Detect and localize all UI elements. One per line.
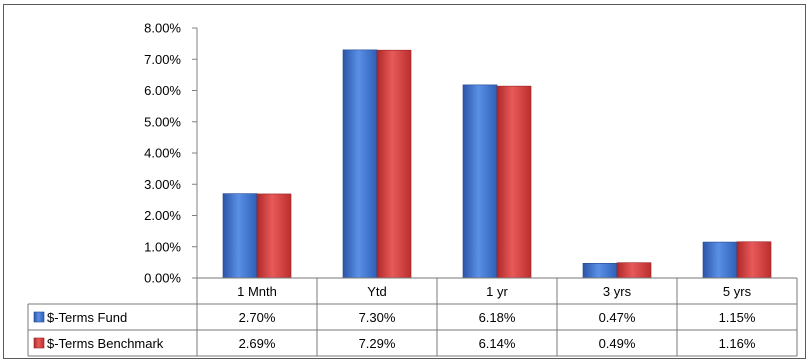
legend-key-fund: [33, 311, 45, 323]
y-tick-label: 5.00%: [144, 114, 181, 129]
y-tick-label: 2.00%: [144, 208, 181, 223]
y-tick-label: 8.00%: [144, 21, 181, 36]
y-tick-label: 0.00%: [144, 271, 181, 286]
bar-fund: [702, 241, 738, 279]
data-cell: 7.29%: [359, 336, 396, 351]
y-tick-label: 7.00%: [144, 52, 181, 67]
category-label: 1 yr: [486, 284, 508, 299]
category-label: 3 yrs: [603, 284, 632, 299]
data-cell: 0.47%: [599, 310, 636, 325]
data-cell: 1.16%: [719, 336, 756, 351]
legend-key-benchmark: [33, 337, 45, 349]
y-tick-label: 1.00%: [144, 239, 181, 254]
y-tick-label: 6.00%: [144, 83, 181, 98]
data-cell: 2.70%: [239, 310, 276, 325]
category-label: 5 yrs: [723, 284, 752, 299]
bar-benchmark: [256, 193, 292, 279]
bars: [197, 49, 797, 279]
series-name: $-Terms Fund: [47, 310, 127, 325]
series-name: $-Terms Benchmark: [47, 336, 164, 351]
data-cell: 6.18%: [479, 310, 516, 325]
bar-fund: [222, 193, 258, 279]
bar-fund: [462, 84, 498, 279]
data-cell: 2.69%: [239, 336, 276, 351]
data-cell: 6.14%: [479, 336, 516, 351]
bar-fund: [342, 49, 378, 279]
data-cell: 7.30%: [359, 310, 396, 325]
bar-benchmark: [736, 241, 772, 279]
data-cell: 0.49%: [599, 336, 636, 351]
bar-benchmark: [616, 262, 652, 279]
category-label: Ytd: [367, 284, 387, 299]
bar-benchmark: [376, 49, 412, 279]
category-label: 1 Mnth: [237, 284, 277, 299]
y-tick-label: 3.00%: [144, 177, 181, 192]
data-cell: 1.15%: [719, 310, 756, 325]
data-table: 1 Mnth Ytd 1 yr 3 yrs 5 yrs $-Terms Fund 2.70%…: [27, 277, 798, 357]
bar-fund: [582, 263, 618, 279]
bar-benchmark: [496, 85, 532, 279]
y-axis: 0.00% 1.00% 2.00% 3.00% 4.00% 5.00% 6.00% 7.00%…: [144, 21, 198, 286]
y-tick-label: 4.00%: [144, 146, 181, 161]
